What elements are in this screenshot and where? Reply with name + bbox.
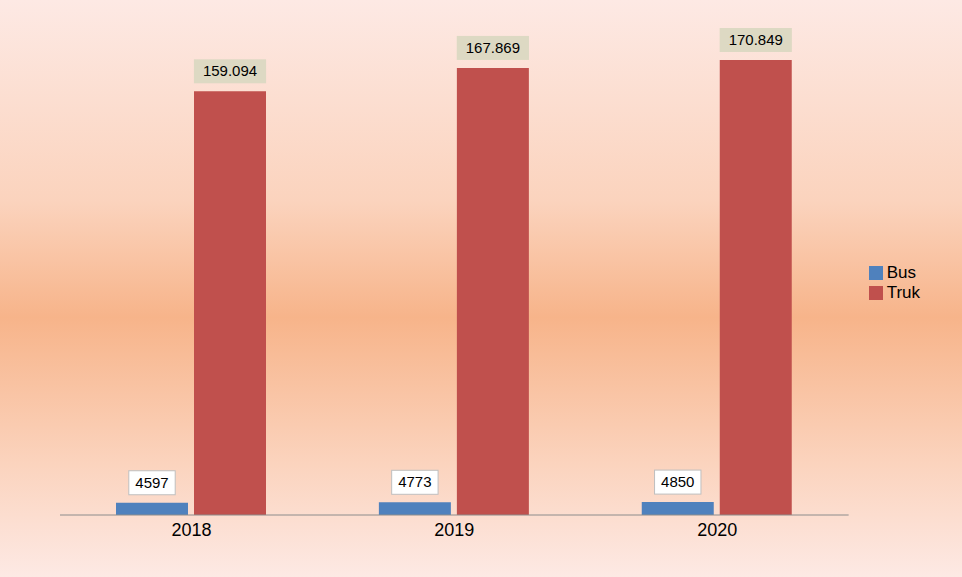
html-text:Bus: Bus: [886, 262, 916, 282]
svg-text:4597: 4597: [135, 474, 168, 491]
svg-text:167.869: 167.869: [466, 39, 520, 56]
svg-text:4773: 4773: [398, 473, 431, 490]
svg-text:159.094: 159.094: [203, 62, 257, 79]
svg-text:2020: 2020: [697, 520, 737, 540]
svg-text:170.849: 170.849: [729, 31, 783, 48]
svg-text:4850: 4850: [661, 473, 694, 490]
svg-text:2018: 2018: [171, 520, 211, 540]
svg-text:2019: 2019: [434, 520, 474, 540]
html-text:Truk: Truk: [886, 282, 920, 302]
